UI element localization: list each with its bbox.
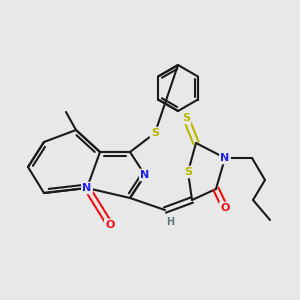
Text: S: S: [184, 167, 192, 177]
Text: N: N: [82, 183, 91, 193]
Text: O: O: [105, 220, 115, 230]
Text: S: S: [151, 128, 159, 138]
Text: N: N: [220, 153, 230, 163]
Text: S: S: [182, 113, 190, 123]
Text: H: H: [166, 217, 174, 227]
Text: O: O: [220, 203, 230, 213]
Text: N: N: [140, 170, 150, 180]
